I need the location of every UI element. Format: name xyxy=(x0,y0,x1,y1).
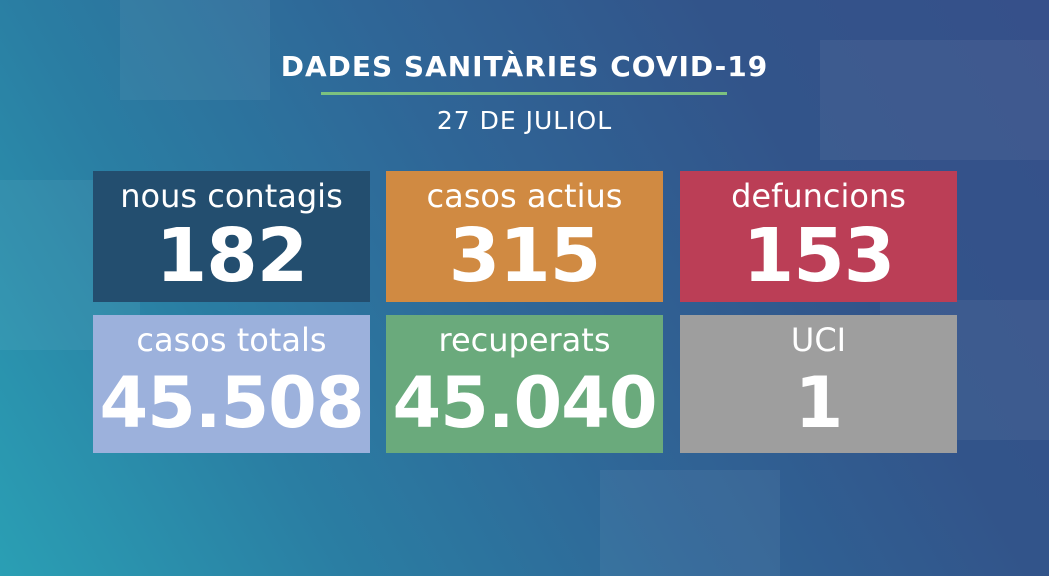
stat-card-uci: UCI 1 xyxy=(680,315,957,453)
stat-label: casos actius xyxy=(426,177,623,215)
report-date: 27 DE JULIOL xyxy=(436,106,613,135)
stat-label: nous contagis xyxy=(120,177,343,215)
background-decoration xyxy=(600,470,780,576)
stat-value: 153 xyxy=(742,213,895,299)
stat-value: 182 xyxy=(155,213,308,299)
stat-value: 1 xyxy=(794,362,844,444)
stat-value: 45.040 xyxy=(392,362,657,444)
page-title: DADES SANITÀRIES COVID-19 xyxy=(280,50,769,83)
stat-label: defuncions xyxy=(731,177,906,215)
stat-card-nous-contagis: nous contagis 182 xyxy=(93,171,370,302)
stat-card-casos-totals: casos totals 45.508 xyxy=(93,315,370,453)
title-divider xyxy=(321,92,727,95)
stat-card-recuperats: recuperats 45.040 xyxy=(386,315,663,453)
stat-card-casos-actius: casos actius 315 xyxy=(386,171,663,302)
stat-value: 45.508 xyxy=(99,362,364,444)
stat-label: casos totals xyxy=(136,321,327,359)
background-decoration xyxy=(120,0,270,100)
stat-label: recuperats xyxy=(438,321,611,359)
stat-card-defuncions: defuncions 153 xyxy=(680,171,957,302)
stat-value: 315 xyxy=(448,213,601,299)
background-decoration xyxy=(820,40,1049,160)
stat-label: UCI xyxy=(790,321,847,359)
